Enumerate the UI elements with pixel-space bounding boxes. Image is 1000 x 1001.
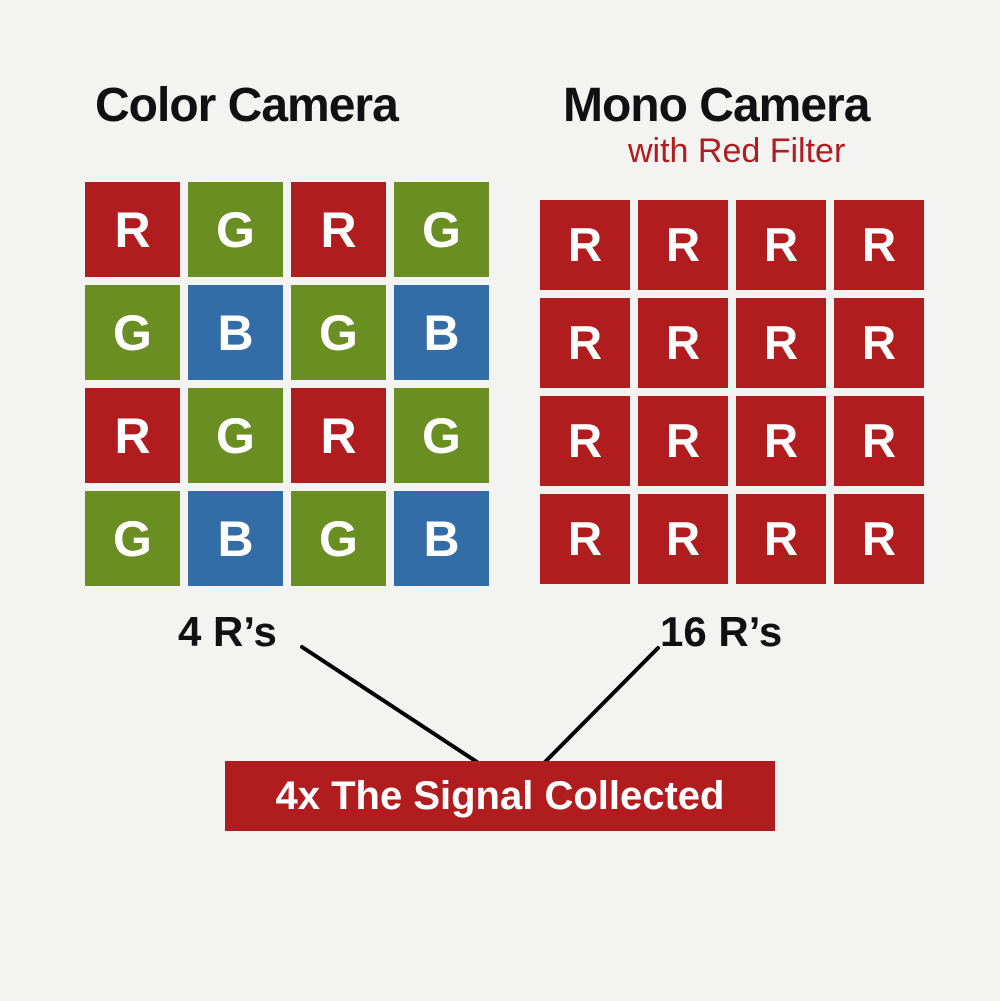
mono-camera-grid: RRRRRRRRRRRRRRRR <box>540 200 924 584</box>
pixel-cell-b: B <box>394 491 489 586</box>
pixel-cell-g: G <box>188 388 283 483</box>
pixel-cell-r: R <box>638 494 728 584</box>
pixel-cell-g: G <box>188 182 283 277</box>
pixel-cell-r: R <box>540 396 630 486</box>
pixel-cell-r: R <box>736 494 826 584</box>
pixel-cell-r: R <box>834 200 924 290</box>
pixel-cell-b: B <box>394 285 489 380</box>
pixel-cell-r: R <box>834 396 924 486</box>
pixel-cell-r: R <box>291 388 386 483</box>
signal-callout: 4x The Signal Collected <box>225 761 775 831</box>
left-title: Color Camera <box>95 82 398 130</box>
pixel-cell-b: B <box>188 491 283 586</box>
pixel-cell-g: G <box>291 491 386 586</box>
pixel-cell-r: R <box>85 388 180 483</box>
pixel-cell-b: B <box>188 285 283 380</box>
pixel-cell-g: G <box>394 388 489 483</box>
pixel-cell-r: R <box>540 298 630 388</box>
pixel-cell-r: R <box>638 298 728 388</box>
pixel-cell-r: R <box>736 200 826 290</box>
pixel-cell-r: R <box>736 298 826 388</box>
pixel-cell-r: R <box>638 396 728 486</box>
left-caption: 4 R’s <box>178 608 277 656</box>
pixel-cell-g: G <box>85 491 180 586</box>
pixel-cell-g: G <box>291 285 386 380</box>
right-caption: 16 R’s <box>660 608 782 656</box>
right-title: Mono Camera <box>563 82 869 130</box>
pixel-cell-r: R <box>540 200 630 290</box>
pixel-cell-r: R <box>834 298 924 388</box>
color-camera-grid: RGRGGBGBRGRGGBGB <box>85 182 489 586</box>
right-subtitle: with Red Filter <box>628 132 845 171</box>
pixel-cell-r: R <box>638 200 728 290</box>
pixel-cell-r: R <box>736 396 826 486</box>
pixel-cell-g: G <box>85 285 180 380</box>
pixel-cell-r: R <box>291 182 386 277</box>
pixel-cell-r: R <box>834 494 924 584</box>
pixel-cell-r: R <box>540 494 630 584</box>
pixel-cell-r: R <box>85 182 180 277</box>
pixel-cell-g: G <box>394 182 489 277</box>
